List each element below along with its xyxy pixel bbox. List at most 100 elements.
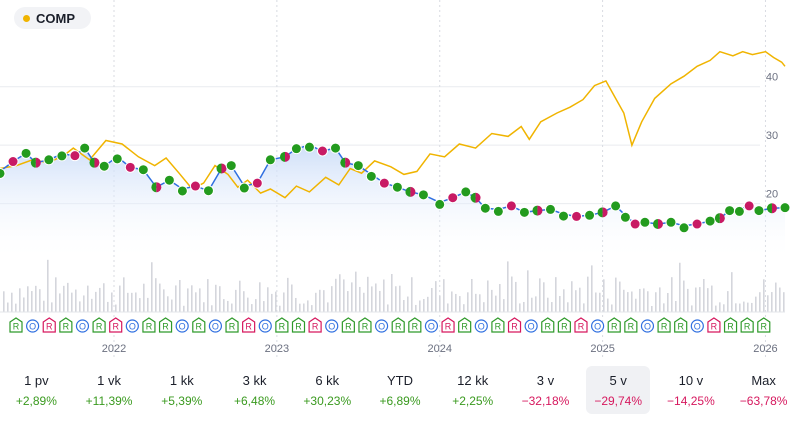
volume-bar xyxy=(567,302,569,312)
volume-bar xyxy=(699,287,701,312)
volume-bar xyxy=(275,291,277,312)
y-tick-label: 40 xyxy=(766,72,778,84)
volume-bar xyxy=(191,285,193,312)
period-button-3-kk[interactable]: 3 kk +6,48% xyxy=(223,366,287,414)
legend-comp[interactable]: COMP xyxy=(14,7,91,29)
marker-r-icon xyxy=(541,317,555,333)
marker-letter: R xyxy=(545,322,552,332)
volume-bar xyxy=(31,291,33,312)
volume-bar xyxy=(527,270,529,312)
period-button-1-vk[interactable]: 1 vk +11,39% xyxy=(77,366,141,414)
period-button-1-pv[interactable]: 1 pv +2,89% xyxy=(4,366,68,414)
volume-bar xyxy=(15,303,17,312)
volume-bar xyxy=(207,279,209,312)
marker-r-icon xyxy=(491,317,505,333)
volume-bar xyxy=(531,297,533,312)
volume-bar xyxy=(323,290,325,312)
volume-bar xyxy=(183,305,185,312)
mixed-dot-left xyxy=(340,157,346,168)
sell-dot xyxy=(691,218,703,230)
period-change: +6,89% xyxy=(379,394,421,408)
marker-r-icon xyxy=(674,317,688,333)
volume-bar xyxy=(259,282,261,312)
volume-bar xyxy=(495,295,497,312)
buy-dot xyxy=(558,210,570,222)
period-selector: 1 pv +2,89% 1 vk +11,39% 1 kk +5,39% 3 kk +6,48… xyxy=(0,362,800,434)
volume-bar xyxy=(663,303,665,312)
buy-dot xyxy=(544,203,556,215)
volume-bar xyxy=(563,289,565,312)
volume-bar xyxy=(423,299,425,312)
marker-letter: R xyxy=(495,322,502,332)
volume-bar xyxy=(507,261,509,312)
mixed-dot-left xyxy=(30,157,36,168)
volume-bar xyxy=(703,279,705,312)
buy-dot xyxy=(619,211,631,223)
volume-bar xyxy=(83,295,85,312)
volume-bar xyxy=(695,287,697,312)
sell-dot xyxy=(629,218,641,230)
mixed-dot-left xyxy=(280,151,286,162)
marker-o-icon xyxy=(208,319,223,333)
marker-o-icon xyxy=(258,319,272,333)
buy-dot xyxy=(329,142,341,154)
comp-line xyxy=(0,50,786,199)
period-button-max[interactable]: Max −63,78% xyxy=(732,366,796,414)
marker-o-icon xyxy=(424,319,439,333)
volume-bar xyxy=(447,303,449,312)
volume-bar xyxy=(167,296,169,312)
period-label: 10 v xyxy=(678,373,704,388)
mixed-dot-left xyxy=(597,207,603,218)
marker-r-icon xyxy=(607,317,621,333)
mixed-dot-left xyxy=(652,219,658,230)
volume-bar xyxy=(251,304,253,312)
period-label: 3 v xyxy=(536,373,555,388)
period-change: +2,25% xyxy=(452,394,494,408)
buy-dot xyxy=(610,200,622,212)
marker-o-icon xyxy=(591,319,605,333)
period-button-10-v[interactable]: 10 v −14,25% xyxy=(659,366,723,414)
x-tick-label: 2022 xyxy=(102,343,126,355)
mixed-dot-right xyxy=(537,205,543,216)
buy-dot xyxy=(584,209,596,221)
volume-bar xyxy=(555,277,557,312)
marker-letter: O xyxy=(29,322,36,332)
volume-bar xyxy=(415,304,417,312)
volume-bar xyxy=(491,289,493,312)
buy-dot xyxy=(639,216,651,228)
volume-bar xyxy=(115,304,117,312)
marker-letter: R xyxy=(761,322,768,332)
volume-bar xyxy=(335,278,337,312)
period-button-1-kk[interactable]: 1 kk +5,39% xyxy=(150,366,214,414)
marker-o-icon xyxy=(175,319,189,333)
volume-bar xyxy=(19,288,21,312)
period-button-ytd[interactable]: YTD +6,89% xyxy=(368,366,432,414)
marker-r-icon xyxy=(657,317,671,333)
marker-r-icon xyxy=(740,317,754,333)
volume-bar xyxy=(443,279,445,312)
buy-dot xyxy=(225,160,237,172)
volume-bar xyxy=(631,291,633,312)
marker-o-icon xyxy=(640,319,655,333)
volume-bar xyxy=(499,284,501,312)
volume-bar xyxy=(579,287,581,312)
period-button-12-kk[interactable]: 12 kk +2,25% xyxy=(441,366,505,414)
marker-o-icon xyxy=(125,319,139,333)
buy-dot xyxy=(290,143,302,155)
volume-bar xyxy=(187,288,189,312)
x-tick-label: 2025 xyxy=(590,343,614,355)
period-button-6-kk[interactable]: 6 kk +30,23% xyxy=(295,366,359,414)
marker-r-icon xyxy=(192,317,206,333)
mixed-dot-left xyxy=(532,205,538,216)
volume-bar xyxy=(727,291,729,312)
marker-letter: O xyxy=(428,322,435,332)
buy-dot xyxy=(365,170,377,182)
buy-dot xyxy=(492,205,504,217)
marker-letter: R xyxy=(279,322,286,332)
volume-bar xyxy=(523,301,525,312)
mixed-dot-right xyxy=(657,219,663,230)
legend-dot-icon xyxy=(23,14,30,22)
period-button-5-v[interactable]: 5 v −29,74% xyxy=(586,366,651,414)
volume-bar xyxy=(131,292,133,312)
period-button-3-v[interactable]: 3 v −32,18% xyxy=(513,366,577,414)
